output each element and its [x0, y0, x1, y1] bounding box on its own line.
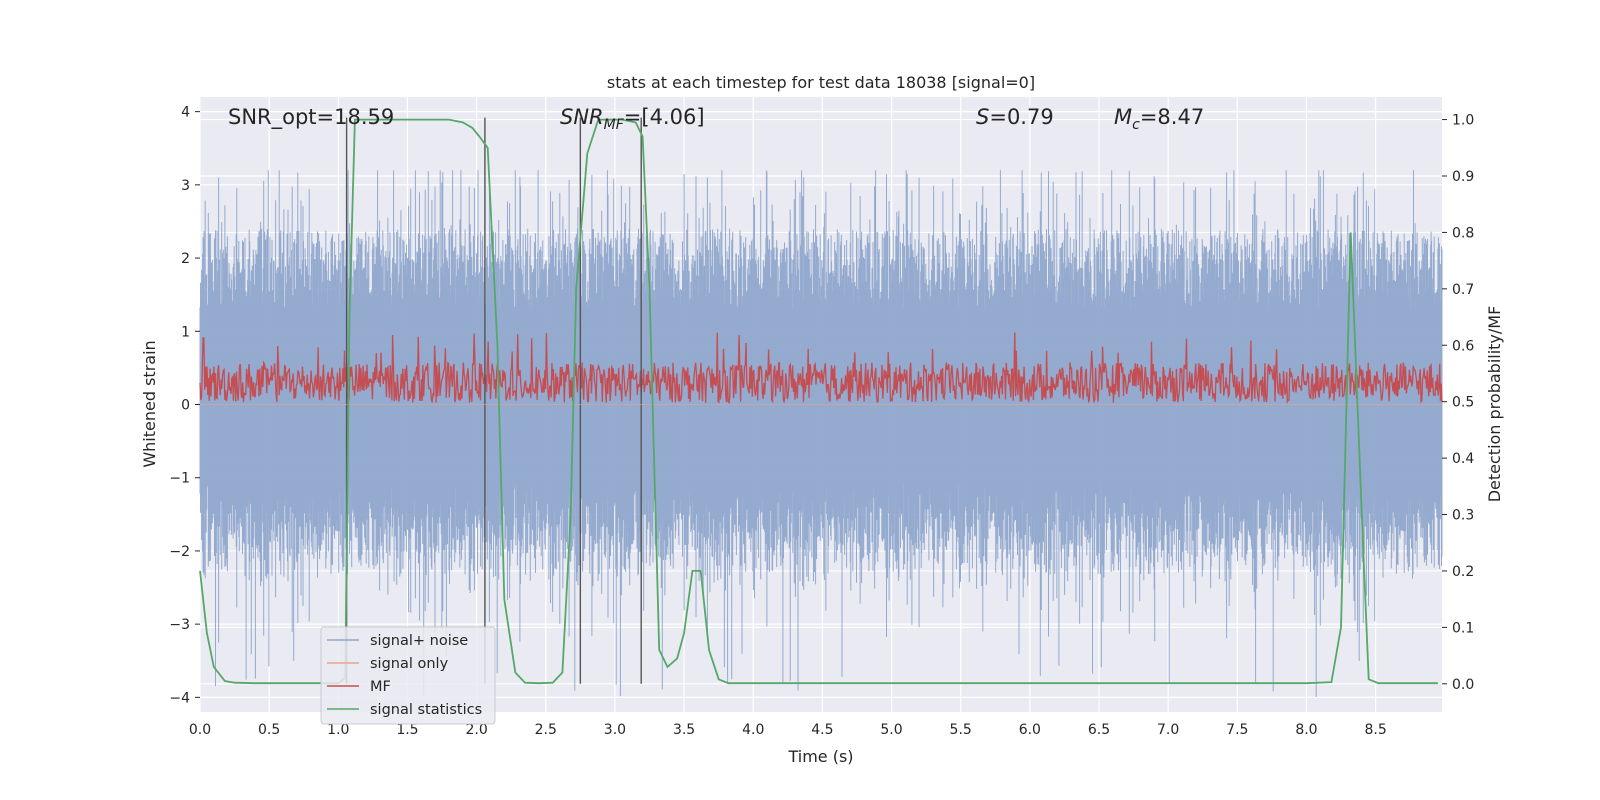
x-tick-label: 8.5	[1364, 722, 1386, 738]
y-left-axis-label: Whitened strain	[140, 340, 159, 467]
legend-box	[320, 626, 496, 725]
x-tick-label: 5.0	[880, 722, 902, 738]
y-left-tick-label: 0	[181, 398, 190, 414]
y-right-tick-label: 0.8	[1452, 225, 1474, 241]
y-right-tick-label: 0.9	[1452, 169, 1474, 185]
y-left-tick-label: 2	[181, 251, 190, 267]
x-tick-label: 7.5	[1226, 722, 1248, 738]
x-tick-label: 3.0	[604, 722, 626, 738]
annotation-mc: Mc=8.47	[1114, 105, 1204, 133]
annotation-snr-mf: SNRMF=[4.06]	[560, 105, 705, 133]
y-left-tick-label: 4	[181, 105, 190, 121]
x-tick-label: 1.5	[396, 722, 418, 738]
x-tick-label: 6.5	[1088, 722, 1110, 738]
y-right-tick-label: 0.3	[1452, 508, 1474, 524]
y-right-tick-label: 0.5	[1452, 395, 1474, 411]
y-right-tick-label: 0.2	[1452, 564, 1474, 580]
y-left-tick-label: 3	[181, 178, 190, 194]
y-right-tick-label: 0.1	[1452, 620, 1474, 636]
y-left-tick-label: 1	[181, 324, 190, 340]
legend-label-mf: MF	[370, 679, 391, 695]
legend: signal+ noise signal only MF signal stat…	[320, 626, 496, 725]
x-tick-label: 4.0	[742, 722, 764, 738]
x-tick-label: 2.5	[535, 722, 557, 738]
vertical-markers	[345, 117, 642, 684]
y-right-tick-label: 1.0	[1452, 113, 1474, 129]
annotation-snr-mf-label: SNR	[560, 105, 604, 129]
x-tick-label: 8.0	[1295, 722, 1317, 738]
annotation-mc-sub: c	[1132, 117, 1140, 133]
legend-label-signal-only: signal only	[370, 656, 449, 672]
annotation-mc-label: M	[1114, 105, 1132, 129]
y-right-tick-label: 0.0	[1452, 677, 1474, 693]
x-tick-label: 4.5	[811, 722, 833, 738]
legend-label-signal-statistics: signal statistics	[370, 702, 482, 718]
y-right-tick-label: 0.7	[1452, 282, 1474, 298]
annotation-snr-mf-value: =[4.06]	[624, 105, 705, 129]
signal-statistics-trace	[199, 118, 1438, 685]
legend-label-signal-noise: signal+ noise	[370, 633, 468, 649]
annotation-snr-mf-sub: MF	[604, 117, 625, 133]
y-left-tick-label: −1	[169, 471, 190, 487]
series-mf	[199, 332, 1443, 405]
x-axis-ticks: 0.0 0.5 1.0 1.5 2.0 2.5 3.0 3.5 4.0 4.5 5.0 5.5 6.0 6…	[189, 722, 1387, 738]
x-tick-label: 6.0	[1019, 722, 1041, 738]
x-tick-label: 2.0	[465, 722, 487, 738]
x-tick-label: 0.0	[189, 722, 211, 738]
annotation-s-value: =0.79	[989, 105, 1053, 129]
y-left-tick-label: −2	[169, 544, 190, 560]
y-right-axis-label: Detection probability/MF	[1485, 306, 1504, 503]
annotation-s-label: S	[976, 105, 989, 129]
annotation-snr-opt: SNR_opt=18.59	[228, 105, 394, 130]
x-tick-label: 5.5	[950, 722, 972, 738]
x-axis-label: Time (s)	[787, 747, 853, 766]
x-tick-label: 7.0	[1157, 722, 1179, 738]
y-left-tick-label: −3	[169, 617, 190, 633]
y-left-tick-label: −4	[169, 690, 190, 706]
series-signal-statistics	[199, 118, 1438, 685]
y-right-axis-ticks: 0.0 0.1 0.2 0.3 0.4 0.5 0.6 0.7 0.8 0.9 1.0	[1442, 113, 1474, 693]
y-right-tick-label: 0.6	[1452, 338, 1474, 354]
mf-trace	[199, 332, 1443, 405]
y-right-tick-label: 0.4	[1452, 451, 1474, 467]
annotation-s: S=0.79	[976, 105, 1054, 129]
x-tick-label: 0.5	[258, 722, 280, 738]
y-left-axis-ticks: −4 −3 −2 −1 0 1 2 3 4	[169, 105, 200, 706]
chart-title: stats at each timestep for test data 180…	[607, 73, 1035, 92]
x-tick-label: 3.5	[673, 722, 695, 738]
x-tick-label: 1.0	[327, 722, 349, 738]
annotation-mc-value: =8.47	[1140, 105, 1204, 129]
